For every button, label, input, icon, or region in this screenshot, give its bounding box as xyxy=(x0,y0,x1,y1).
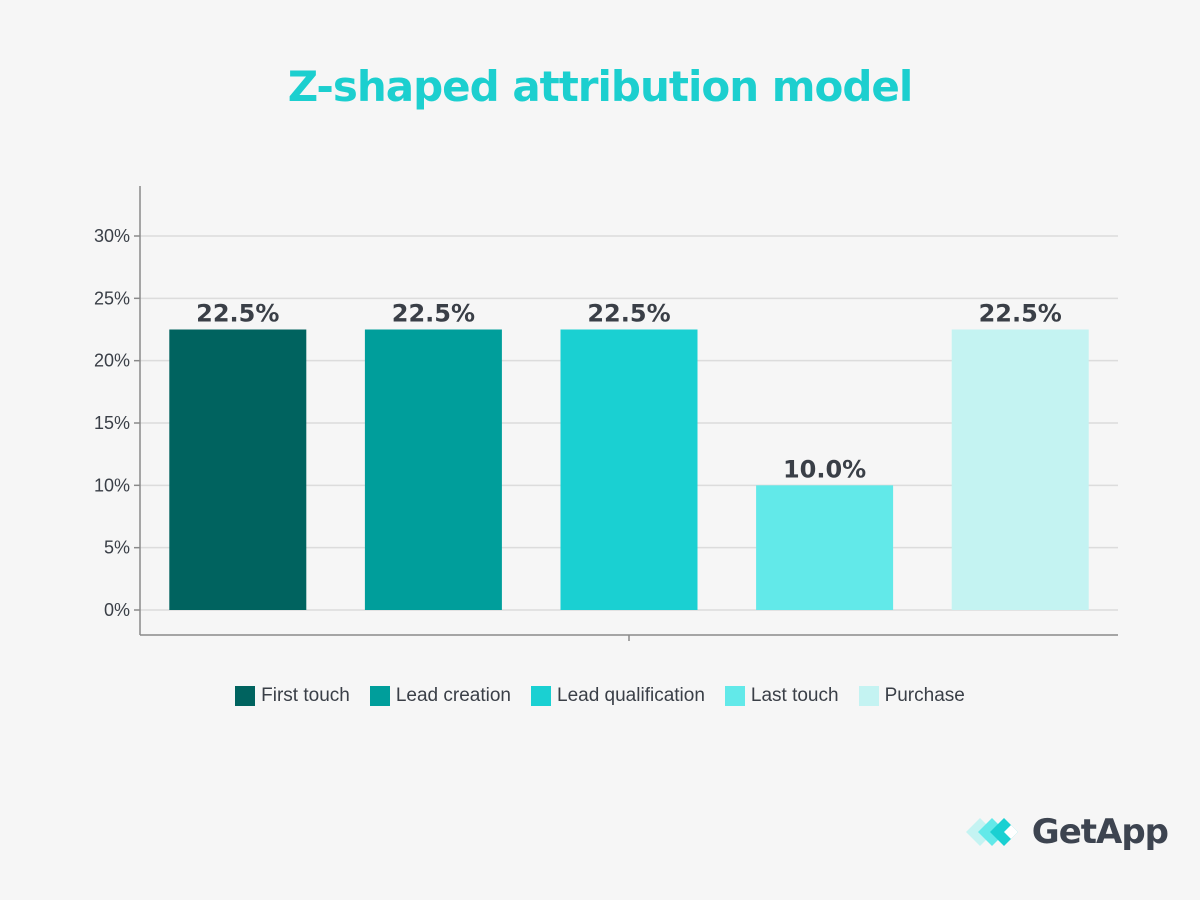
legend-item-purchase: Purchase xyxy=(858,685,965,707)
axes xyxy=(139,186,1118,641)
y-tick-label: 5% xyxy=(104,538,130,558)
bar-lead-creation xyxy=(364,329,502,610)
data-label: 22.5% xyxy=(979,300,1062,328)
getapp-logo: GetApp xyxy=(964,812,1169,852)
y-tick-label: 0% xyxy=(104,600,130,620)
y-tick-label: 20% xyxy=(94,351,130,371)
y-tick-label: 25% xyxy=(94,288,130,308)
bar-lead-qualification xyxy=(560,329,698,610)
y-tick-label: 30% xyxy=(94,226,130,246)
y-axis-ticks: 0% 5% 10% 15% 20% 25% 30% xyxy=(94,226,140,620)
data-label: 22.5% xyxy=(196,300,279,328)
legend-item-lead-qualification: Lead qualification xyxy=(531,685,705,707)
bars xyxy=(169,329,1089,610)
legend-swatch xyxy=(531,686,551,706)
legend-label: Lead creation xyxy=(395,685,511,706)
legend-label: Purchase xyxy=(884,685,965,706)
bar-first-touch xyxy=(169,329,307,610)
chart-title: Z-shaped attribution model xyxy=(287,62,914,111)
legend-label: Lead qualification xyxy=(557,685,705,706)
legend-item-last-touch: Last touch xyxy=(724,685,839,707)
legend-swatch xyxy=(369,686,390,706)
legend-label: First touch xyxy=(261,685,350,706)
legend-item-lead-creation: Lead creation xyxy=(369,685,511,707)
data-label: 22.5% xyxy=(392,300,475,328)
y-tick-label: 10% xyxy=(94,475,130,495)
legend-swatch xyxy=(235,686,256,706)
brand-name: GetApp xyxy=(1031,812,1169,852)
data-labels: 22.5% 22.5% 22.5% 10.0% 22.5% xyxy=(196,300,1062,484)
legend-label: Last touch xyxy=(750,685,839,706)
legend-swatch xyxy=(858,686,879,706)
legend-item-first-touch: First touch xyxy=(235,685,350,707)
legend-swatch xyxy=(724,686,745,706)
data-label: 22.5% xyxy=(587,300,670,328)
bar-last-touch xyxy=(756,485,894,610)
y-tick-label: 15% xyxy=(94,413,130,433)
legend: First touch Lead creation Lead qualifica… xyxy=(0,685,1200,707)
getapp-chevrons-icon xyxy=(965,818,1018,846)
bar-purchase xyxy=(951,329,1089,610)
data-label: 10.0% xyxy=(783,455,866,483)
